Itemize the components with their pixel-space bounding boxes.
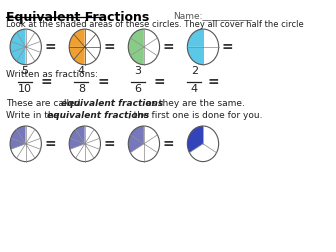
Wedge shape: [70, 129, 85, 144]
Wedge shape: [144, 126, 158, 144]
Wedge shape: [26, 138, 41, 149]
Text: 6: 6: [134, 84, 141, 94]
Wedge shape: [203, 47, 219, 65]
Text: equivalent fractions: equivalent fractions: [47, 111, 149, 120]
Wedge shape: [76, 144, 85, 162]
Wedge shape: [10, 138, 26, 149]
Wedge shape: [16, 126, 26, 144]
Text: These are called: These are called: [6, 99, 83, 108]
Text: , the first one is done for you.: , the first one is done for you.: [128, 111, 263, 120]
Text: =: =: [221, 40, 233, 54]
Text: =: =: [41, 76, 52, 89]
Text: =: =: [208, 76, 219, 89]
Wedge shape: [26, 47, 41, 61]
Wedge shape: [85, 144, 94, 162]
Wedge shape: [203, 126, 219, 153]
Wedge shape: [144, 38, 160, 56]
Text: 5: 5: [22, 66, 28, 76]
Wedge shape: [69, 47, 85, 59]
Text: Look at the shaded areas of these circles. They all cover half the circle: Look at the shaded areas of these circle…: [6, 20, 303, 29]
Wedge shape: [85, 47, 96, 65]
Wedge shape: [26, 29, 35, 47]
Wedge shape: [26, 47, 35, 65]
Text: =: =: [154, 76, 165, 89]
Text: =: =: [44, 40, 56, 54]
Text: =: =: [162, 137, 174, 151]
Wedge shape: [128, 135, 144, 153]
Wedge shape: [130, 47, 144, 65]
Wedge shape: [187, 126, 203, 153]
Wedge shape: [187, 29, 203, 47]
Wedge shape: [144, 47, 158, 65]
Text: 8: 8: [78, 84, 85, 94]
Text: Write in the: Write in the: [6, 111, 62, 120]
Text: =: =: [162, 40, 174, 54]
Wedge shape: [11, 129, 26, 144]
Wedge shape: [144, 144, 158, 162]
Wedge shape: [190, 144, 217, 162]
Wedge shape: [128, 38, 144, 56]
Wedge shape: [10, 41, 26, 52]
Wedge shape: [144, 135, 160, 153]
Text: equivalent fractions: equivalent fractions: [61, 99, 164, 108]
Wedge shape: [16, 47, 26, 65]
Wedge shape: [85, 47, 100, 59]
Text: =: =: [103, 40, 115, 54]
Text: 3: 3: [134, 66, 141, 76]
Text: as they are the same.: as they are the same.: [143, 99, 245, 108]
Wedge shape: [85, 138, 100, 149]
Text: 4: 4: [191, 84, 198, 94]
Wedge shape: [69, 138, 85, 149]
Wedge shape: [85, 126, 94, 144]
Text: 10: 10: [18, 84, 32, 94]
Wedge shape: [16, 29, 26, 47]
Text: Name:___________: Name:___________: [173, 11, 252, 20]
Wedge shape: [11, 33, 26, 47]
Wedge shape: [85, 29, 96, 47]
Wedge shape: [16, 144, 26, 162]
Wedge shape: [130, 126, 144, 144]
Wedge shape: [11, 144, 26, 158]
Wedge shape: [11, 47, 26, 61]
Text: Equivalent Fractions: Equivalent Fractions: [6, 11, 149, 24]
Wedge shape: [187, 47, 203, 65]
Wedge shape: [76, 126, 85, 144]
Text: =: =: [44, 137, 56, 151]
Wedge shape: [26, 144, 35, 162]
Wedge shape: [130, 144, 144, 162]
Wedge shape: [74, 47, 85, 65]
Wedge shape: [70, 144, 85, 158]
Wedge shape: [203, 29, 219, 47]
Text: 2: 2: [191, 66, 198, 76]
Wedge shape: [26, 126, 35, 144]
Wedge shape: [69, 34, 85, 47]
Wedge shape: [85, 129, 100, 144]
Wedge shape: [26, 144, 41, 158]
Wedge shape: [26, 129, 41, 144]
Wedge shape: [130, 29, 144, 47]
Wedge shape: [74, 29, 85, 47]
Wedge shape: [85, 34, 100, 47]
Wedge shape: [85, 144, 100, 158]
Text: =: =: [103, 137, 115, 151]
Text: Written as fractions:: Written as fractions:: [6, 70, 98, 79]
Wedge shape: [26, 33, 41, 47]
Text: =: =: [97, 76, 109, 89]
Text: 4: 4: [78, 66, 85, 76]
Wedge shape: [26, 41, 41, 52]
Wedge shape: [144, 29, 158, 47]
